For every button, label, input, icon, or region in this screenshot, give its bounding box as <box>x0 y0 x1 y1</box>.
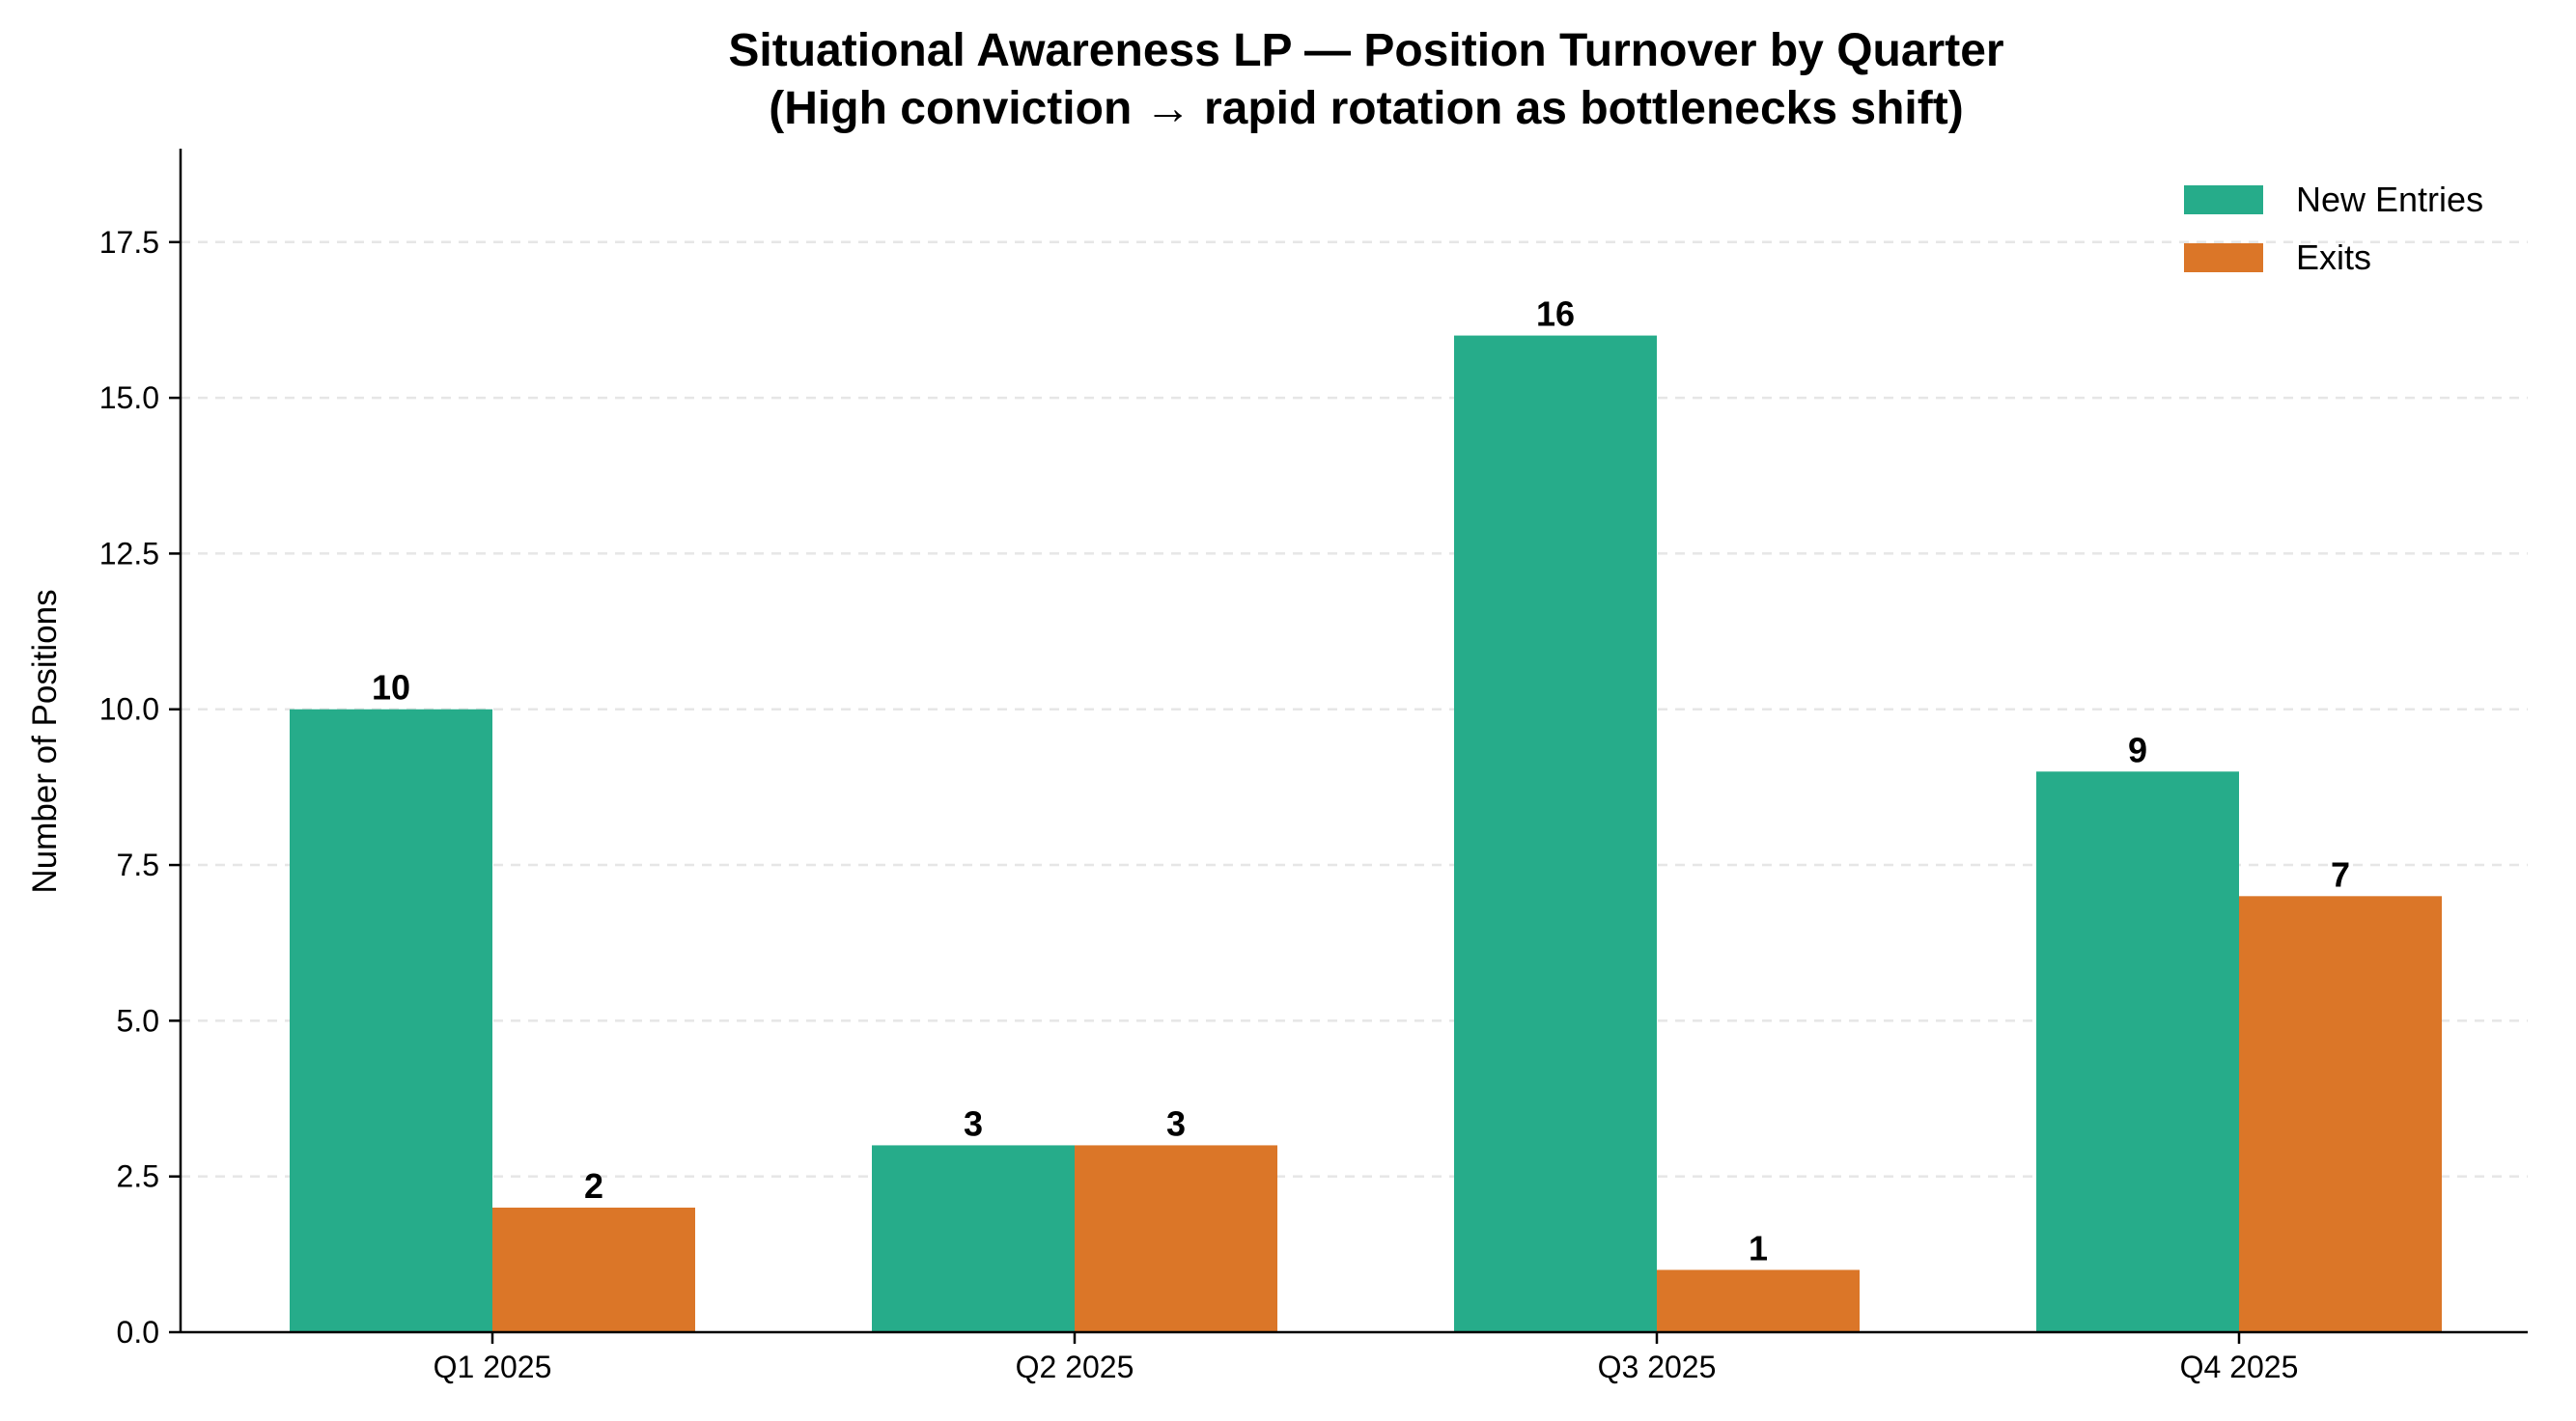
bar-value-label: 3 <box>964 1103 983 1143</box>
bar-exits <box>1657 1269 1860 1332</box>
y-axis-label: Number of Positions <box>26 589 64 893</box>
bar-new-entries <box>2036 771 2239 1332</box>
y-tick-label: 17.5 <box>99 225 159 260</box>
legend-label: New Entries <box>2296 180 2483 219</box>
chart-title-line-2: (High conviction → rapid rotation as bot… <box>769 83 1963 134</box>
y-tick-label: 7.5 <box>117 848 159 882</box>
bar-value-label: 9 <box>2128 730 2147 769</box>
bar-new-entries <box>290 709 492 1332</box>
bar-new-entries <box>872 1145 1075 1332</box>
legend-swatch-exits <box>2184 243 2263 272</box>
chart-axes: 0.0 2.5 5.0 7.5 10.0 12.5 15.0 17.5 Q1 2025 Q2 20… <box>99 149 2528 1384</box>
bar-exits <box>2239 896 2442 1332</box>
bar-value-label: 1 <box>1749 1228 1768 1268</box>
y-tick-label: 5.0 <box>117 1003 159 1038</box>
chart-title-line-1: Situational Awareness LP — Position Turn… <box>728 25 2003 76</box>
bar-value-label: 3 <box>1166 1103 1186 1143</box>
y-gridlines <box>181 240 2528 1178</box>
bar-data-labels: 10 2 3 3 16 1 9 7 <box>372 294 2350 1268</box>
x-tick-label: Q1 2025 <box>434 1350 552 1384</box>
y-tick-label: 2.5 <box>117 1159 159 1194</box>
x-tick-label: Q4 2025 <box>2180 1350 2299 1384</box>
bar-value-label: 2 <box>584 1166 603 1206</box>
y-tick-label: 12.5 <box>99 536 159 571</box>
bar-exits <box>1075 1145 1277 1332</box>
y-tick-label: 0.0 <box>117 1315 159 1350</box>
x-tick-label: Q2 2025 <box>1016 1350 1134 1384</box>
y-tick-label: 15.0 <box>99 380 159 415</box>
chart-legend: New Entries Exits <box>2184 180 2483 277</box>
x-tick-label: Q3 2025 <box>1598 1350 1717 1384</box>
legend-label: Exits <box>2296 237 2371 277</box>
bar-value-label: 7 <box>2331 854 2350 894</box>
y-tick-label: 10.0 <box>99 692 159 727</box>
legend-swatch-new-entries <box>2184 185 2263 214</box>
bar-value-label: 16 <box>1536 294 1575 334</box>
bar-exits <box>492 1207 695 1332</box>
bar-new-entries <box>1454 335 1657 1332</box>
bar-series <box>290 335 2442 1332</box>
bar-value-label: 10 <box>372 668 410 708</box>
